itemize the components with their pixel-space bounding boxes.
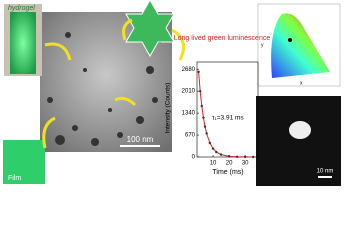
data-point	[227, 155, 231, 158]
decay-plot: 0 670 1340 2010 2680 10 20 30	[182, 61, 259, 167]
graphical-abstract: 100 nm hydrogel Film x y 10 nm Long live…	[3, 0, 341, 186]
data-point	[202, 116, 205, 119]
data-point	[200, 104, 204, 108]
hydrogel-label: hydrogel	[8, 5, 35, 12]
plot-frame	[196, 61, 259, 158]
y-tick-label: 0	[192, 155, 196, 161]
star-sample	[125, 0, 175, 58]
y-tick-label: 1340	[182, 111, 196, 117]
data-point	[243, 155, 247, 159]
data-point	[235, 155, 239, 159]
x-tick-label: 20	[226, 161, 233, 167]
film-photo	[3, 140, 45, 184]
x-tick-label: 10	[210, 161, 217, 167]
y-tick-label: 2680	[182, 67, 196, 73]
hrtem-particle	[289, 121, 311, 139]
hydrogel-sample	[10, 12, 36, 74]
nanoparticles	[47, 32, 163, 146]
data-point	[205, 132, 208, 135]
data-point	[251, 155, 255, 159]
cie-horseshoe	[271, 13, 330, 78]
cie-point	[288, 38, 292, 42]
cie-y-label: y	[261, 42, 264, 48]
fit-line	[198, 71, 254, 158]
data-point	[208, 141, 212, 145]
scale-bar	[120, 145, 160, 147]
scale-label: 100 nm	[127, 135, 154, 144]
inset-scale-bar	[318, 176, 332, 178]
x-axis-label: Time (ms)	[212, 169, 243, 176]
page: 100 nm hydrogel Film x y 10 nm Long live…	[3, 0, 341, 186]
cie-x-label: x	[300, 80, 303, 86]
data-point	[199, 89, 202, 93]
y-axis-label: Intensity (Counts)	[165, 83, 172, 134]
film-label: Film	[8, 175, 21, 182]
inset-scale-label: 10 nm	[317, 169, 334, 175]
data-point	[219, 153, 223, 156]
data-point	[215, 150, 218, 154]
data-point	[197, 70, 200, 74]
y-tick-label: 670	[185, 133, 196, 139]
data-point	[211, 147, 215, 150]
data-point	[203, 125, 207, 128]
y-tick-label: 2010	[182, 89, 196, 95]
x-tick-label: 30	[242, 161, 249, 167]
chart-title: Long lived green luminescence	[174, 35, 271, 42]
hrtem-image	[256, 96, 341, 186]
arrows	[42, 18, 186, 149]
annotation: τ₁=3.91 ms	[212, 115, 244, 122]
